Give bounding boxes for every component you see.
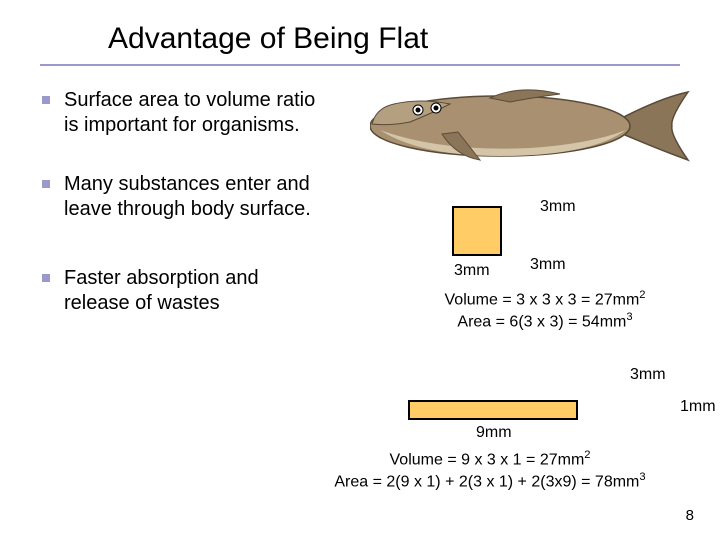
page-number: 8 xyxy=(686,507,694,524)
flat-shape xyxy=(408,400,578,420)
slide: Advantage of Being Flat Surface area to … xyxy=(0,0,720,540)
bullet-item: Many substances enter and leave through … xyxy=(42,172,322,222)
fish-illustration xyxy=(370,78,690,178)
bullet-list: Surface area to volume ratio is importan… xyxy=(42,88,322,350)
cube-volume-exp: 2 xyxy=(639,289,645,301)
title-underline xyxy=(40,64,680,66)
bullet-icon xyxy=(42,96,50,104)
flat-volume-exp: 2 xyxy=(584,449,590,461)
cube-label-left: 3mm xyxy=(454,262,490,280)
flat-label-top: 3mm xyxy=(630,366,666,384)
cube-area-text: Area = 6(3 x 3) = 54mm xyxy=(457,314,626,331)
flat-label-bottom: 9mm xyxy=(476,424,512,442)
bullet-item: Faster absorption and release of wastes xyxy=(42,266,322,316)
flat-area-exp: 3 xyxy=(639,471,645,483)
cube-volume-text: Volume = 3 x 3 x 3 = 27mm xyxy=(445,291,640,308)
cube-label-top: 3mm xyxy=(540,198,576,216)
cube-area-exp: 3 xyxy=(626,311,632,323)
flat-area-text: Area = 2(9 x 1) + 2(3 x 1) + 2(3x9) = 78… xyxy=(334,474,639,491)
bullet-text: Surface area to volume ratio is importan… xyxy=(64,88,322,138)
bullet-item: Surface area to volume ratio is importan… xyxy=(42,88,322,138)
flat-volume-text: Volume = 9 x 3 x 1 = 27mm xyxy=(390,451,585,468)
cube-shape xyxy=(452,206,502,256)
cube-label-right: 3mm xyxy=(530,256,566,274)
bullet-text: Faster absorption and release of wastes xyxy=(64,266,322,316)
flat-calculations: Volume = 9 x 3 x 1 = 27mm2 Area = 2(9 x … xyxy=(280,448,700,493)
flat-label-right: 1mm xyxy=(680,398,716,416)
slide-title: Advantage of Being Flat xyxy=(108,22,428,56)
cube-calculations: Volume = 3 x 3 x 3 = 27mm2 Area = 6(3 x … xyxy=(380,288,710,333)
bullet-icon xyxy=(42,274,50,282)
bullet-text: Many substances enter and leave through … xyxy=(64,172,322,222)
bullet-icon xyxy=(42,180,50,188)
